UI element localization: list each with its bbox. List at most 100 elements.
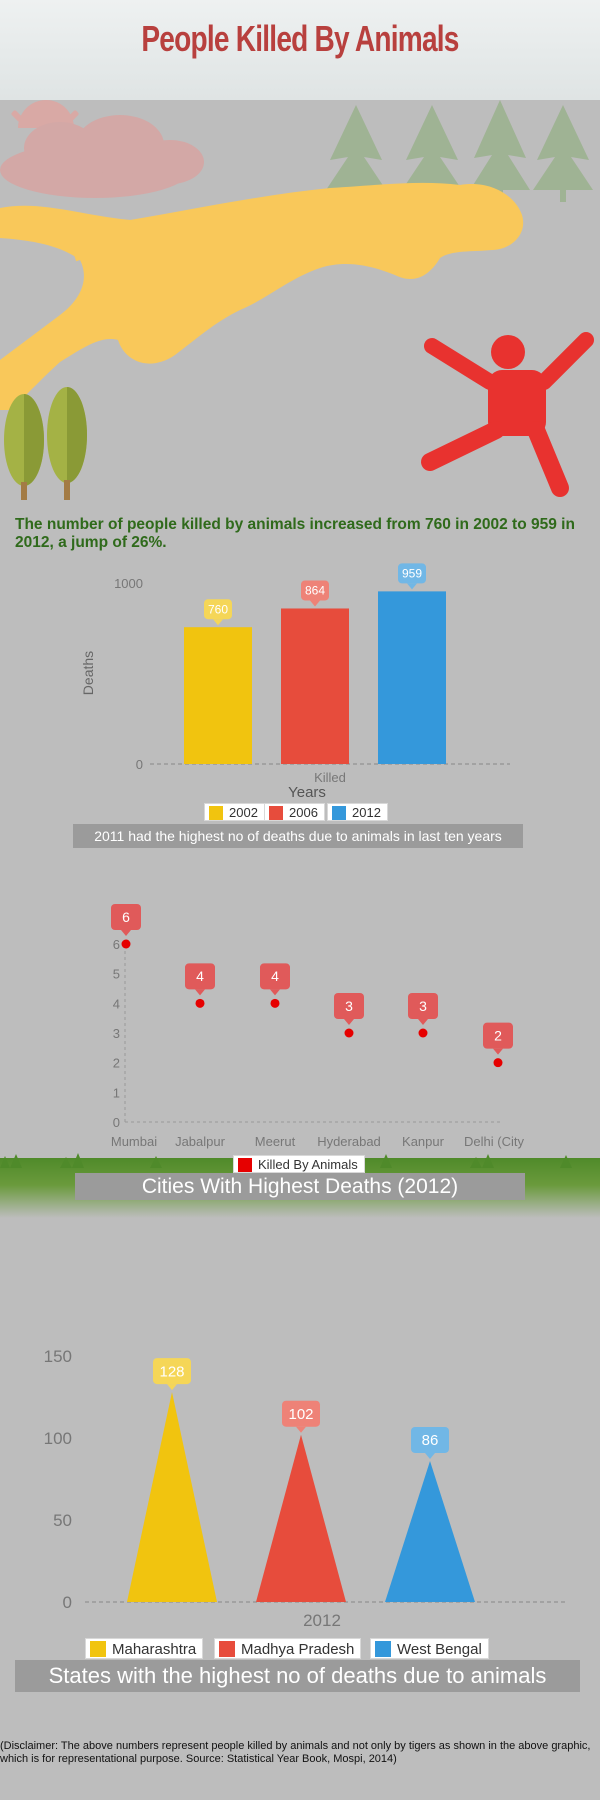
legend-label: Killed By Animals xyxy=(258,1157,358,1172)
y-tick-label: 2 xyxy=(113,1056,120,1071)
data-label: 4 xyxy=(260,963,290,996)
chart3-caption: States with the highest no of deaths due… xyxy=(15,1660,580,1692)
x-axis-title: Years xyxy=(288,784,326,800)
legend-swatch xyxy=(269,806,283,820)
data-label: 6 xyxy=(111,904,141,936)
y-tick-label: 150 xyxy=(44,1347,72,1366)
svg-text:86: 86 xyxy=(422,1432,439,1449)
svg-text:2: 2 xyxy=(494,1028,502,1044)
data-label: 2 xyxy=(483,1022,513,1055)
triangle-maharashtra xyxy=(127,1392,217,1602)
x-tick-label: Meerut xyxy=(255,1134,296,1149)
data-label: 3 xyxy=(408,993,438,1025)
header-band xyxy=(0,0,600,100)
data-label: 128 xyxy=(153,1358,191,1391)
legend-item-2006: 2006 xyxy=(264,803,325,821)
legend-item-madhya-pradesh: Madhya Pradesh xyxy=(214,1638,362,1659)
page-title: People Killed By Animals xyxy=(141,18,459,59)
legend-item-2012: 2012 xyxy=(327,803,388,821)
disclaimer: (Disclaimer: The above numbers represent… xyxy=(0,1740,591,1765)
data-label: 959 xyxy=(398,563,426,590)
svg-text:760: 760 xyxy=(208,602,228,616)
legend-swatch xyxy=(90,1641,106,1657)
data-label: 102 xyxy=(282,1400,320,1433)
point-meerut xyxy=(270,998,280,1008)
svg-text:4: 4 xyxy=(271,968,279,984)
x-axis-ticks: Mumbai Jabalpur Meerut Hyderabad Kanpur Delhi… xyxy=(111,1134,525,1149)
cloud-icon xyxy=(0,115,204,198)
triangles-group: 128 102 86 xyxy=(127,1358,475,1602)
legend-swatch xyxy=(219,1641,235,1657)
y-tick-label: 1 xyxy=(113,1085,120,1100)
x-tick-label: Hyderabad xyxy=(317,1134,381,1149)
svg-text:3: 3 xyxy=(419,998,427,1014)
triangle-madhya-pradesh xyxy=(256,1434,346,1602)
legend-item-maharashtra: Maharashtra xyxy=(85,1638,204,1659)
legend-swatch xyxy=(332,806,346,820)
svg-text:102: 102 xyxy=(288,1406,313,1423)
legend-label: 2012 xyxy=(352,805,381,820)
bars-group: 760 864 959 xyxy=(184,563,446,764)
y-axis-title: Deaths xyxy=(80,651,96,695)
y-tick-label: 4 xyxy=(113,996,120,1011)
y-tick-label: 50 xyxy=(53,1511,72,1530)
legend-item-killed-by-animals: Killed By Animals xyxy=(233,1155,365,1173)
chart1-caption: 2011 had the highest no of deaths due to… xyxy=(73,824,523,848)
point-hyderabad xyxy=(344,1028,354,1038)
chart2-caption: Cities With Highest Deaths (2012) xyxy=(75,1173,525,1200)
bar-2002 xyxy=(184,627,252,764)
legend-label: 2002 xyxy=(229,805,258,820)
cities-chart: 0 1 2 3 4 5 6 6 4 4 3 3 2 Mumbai Jabalpur Meerut Hyder… xyxy=(111,904,525,1149)
y-tick-label: 6 xyxy=(113,937,120,952)
x-tick-label: Kanpur xyxy=(402,1134,445,1149)
data-label: 86 xyxy=(411,1426,449,1459)
states-chart: 0 50 100 150 128 102 86 2012 xyxy=(44,1347,565,1630)
svg-text:864: 864 xyxy=(305,584,325,598)
deaths-by-year-chart: Deaths 0 1000 760 864 959 Killed Years xyxy=(80,563,510,800)
y-tick-label: 5 xyxy=(113,967,120,982)
legend-item-2002: 2002 xyxy=(204,803,265,821)
tiger-icon xyxy=(0,182,524,410)
x-tick-label: Delhi (City xyxy=(464,1134,524,1149)
sun-icon xyxy=(11,100,79,128)
legend-label: 2006 xyxy=(289,805,318,820)
points-group: 6 4 4 3 3 2 xyxy=(111,904,513,1068)
triangle-west-bengal xyxy=(385,1460,475,1602)
y-tick-label: 0 xyxy=(63,1593,72,1612)
y-tick-label: 0 xyxy=(136,757,143,772)
svg-text:959: 959 xyxy=(402,567,422,581)
category-label: 2012 xyxy=(303,1611,341,1630)
y-tick-label: 1000 xyxy=(114,576,143,591)
data-label: 3 xyxy=(334,993,364,1025)
svg-text:128: 128 xyxy=(159,1363,184,1380)
svg-text:4: 4 xyxy=(196,968,204,984)
y-tick-label: 3 xyxy=(113,1026,120,1041)
legend-item-west-bengal: West Bengal xyxy=(370,1638,489,1659)
bar-2012 xyxy=(378,591,446,764)
legend-label: West Bengal xyxy=(397,1641,482,1658)
legend-swatch xyxy=(238,1158,252,1172)
bar-2006 xyxy=(281,608,349,764)
point-mumbai xyxy=(121,939,131,949)
legend-label: Maharashtra xyxy=(112,1641,197,1658)
x-tick-label: Mumbai xyxy=(111,1134,157,1149)
hero-illustration xyxy=(0,100,594,500)
category-label: Killed xyxy=(314,770,346,785)
y-tick-label: 0 xyxy=(113,1115,120,1130)
svg-text:3: 3 xyxy=(345,998,353,1014)
y-tick-label: 100 xyxy=(44,1429,72,1448)
point-delhi-city- xyxy=(493,1058,503,1068)
legend-label: Madhya Pradesh xyxy=(241,1641,355,1658)
data-label: 864 xyxy=(301,580,329,607)
data-label: 760 xyxy=(204,599,232,626)
point-jabalpur xyxy=(195,998,205,1008)
x-tick-label: Jabalpur xyxy=(175,1134,226,1149)
person-icon xyxy=(421,332,594,497)
y-axis-ticks: 0 50 100 150 xyxy=(44,1347,72,1612)
y-axis-ticks: 0 1 2 3 4 5 6 xyxy=(113,937,120,1130)
point-kanpur xyxy=(418,1028,428,1038)
intro-statement: The number of people killed by animals i… xyxy=(15,516,575,551)
svg-text:6: 6 xyxy=(122,909,130,925)
legend-swatch xyxy=(375,1641,391,1657)
poplar-tree-icon xyxy=(4,387,87,500)
